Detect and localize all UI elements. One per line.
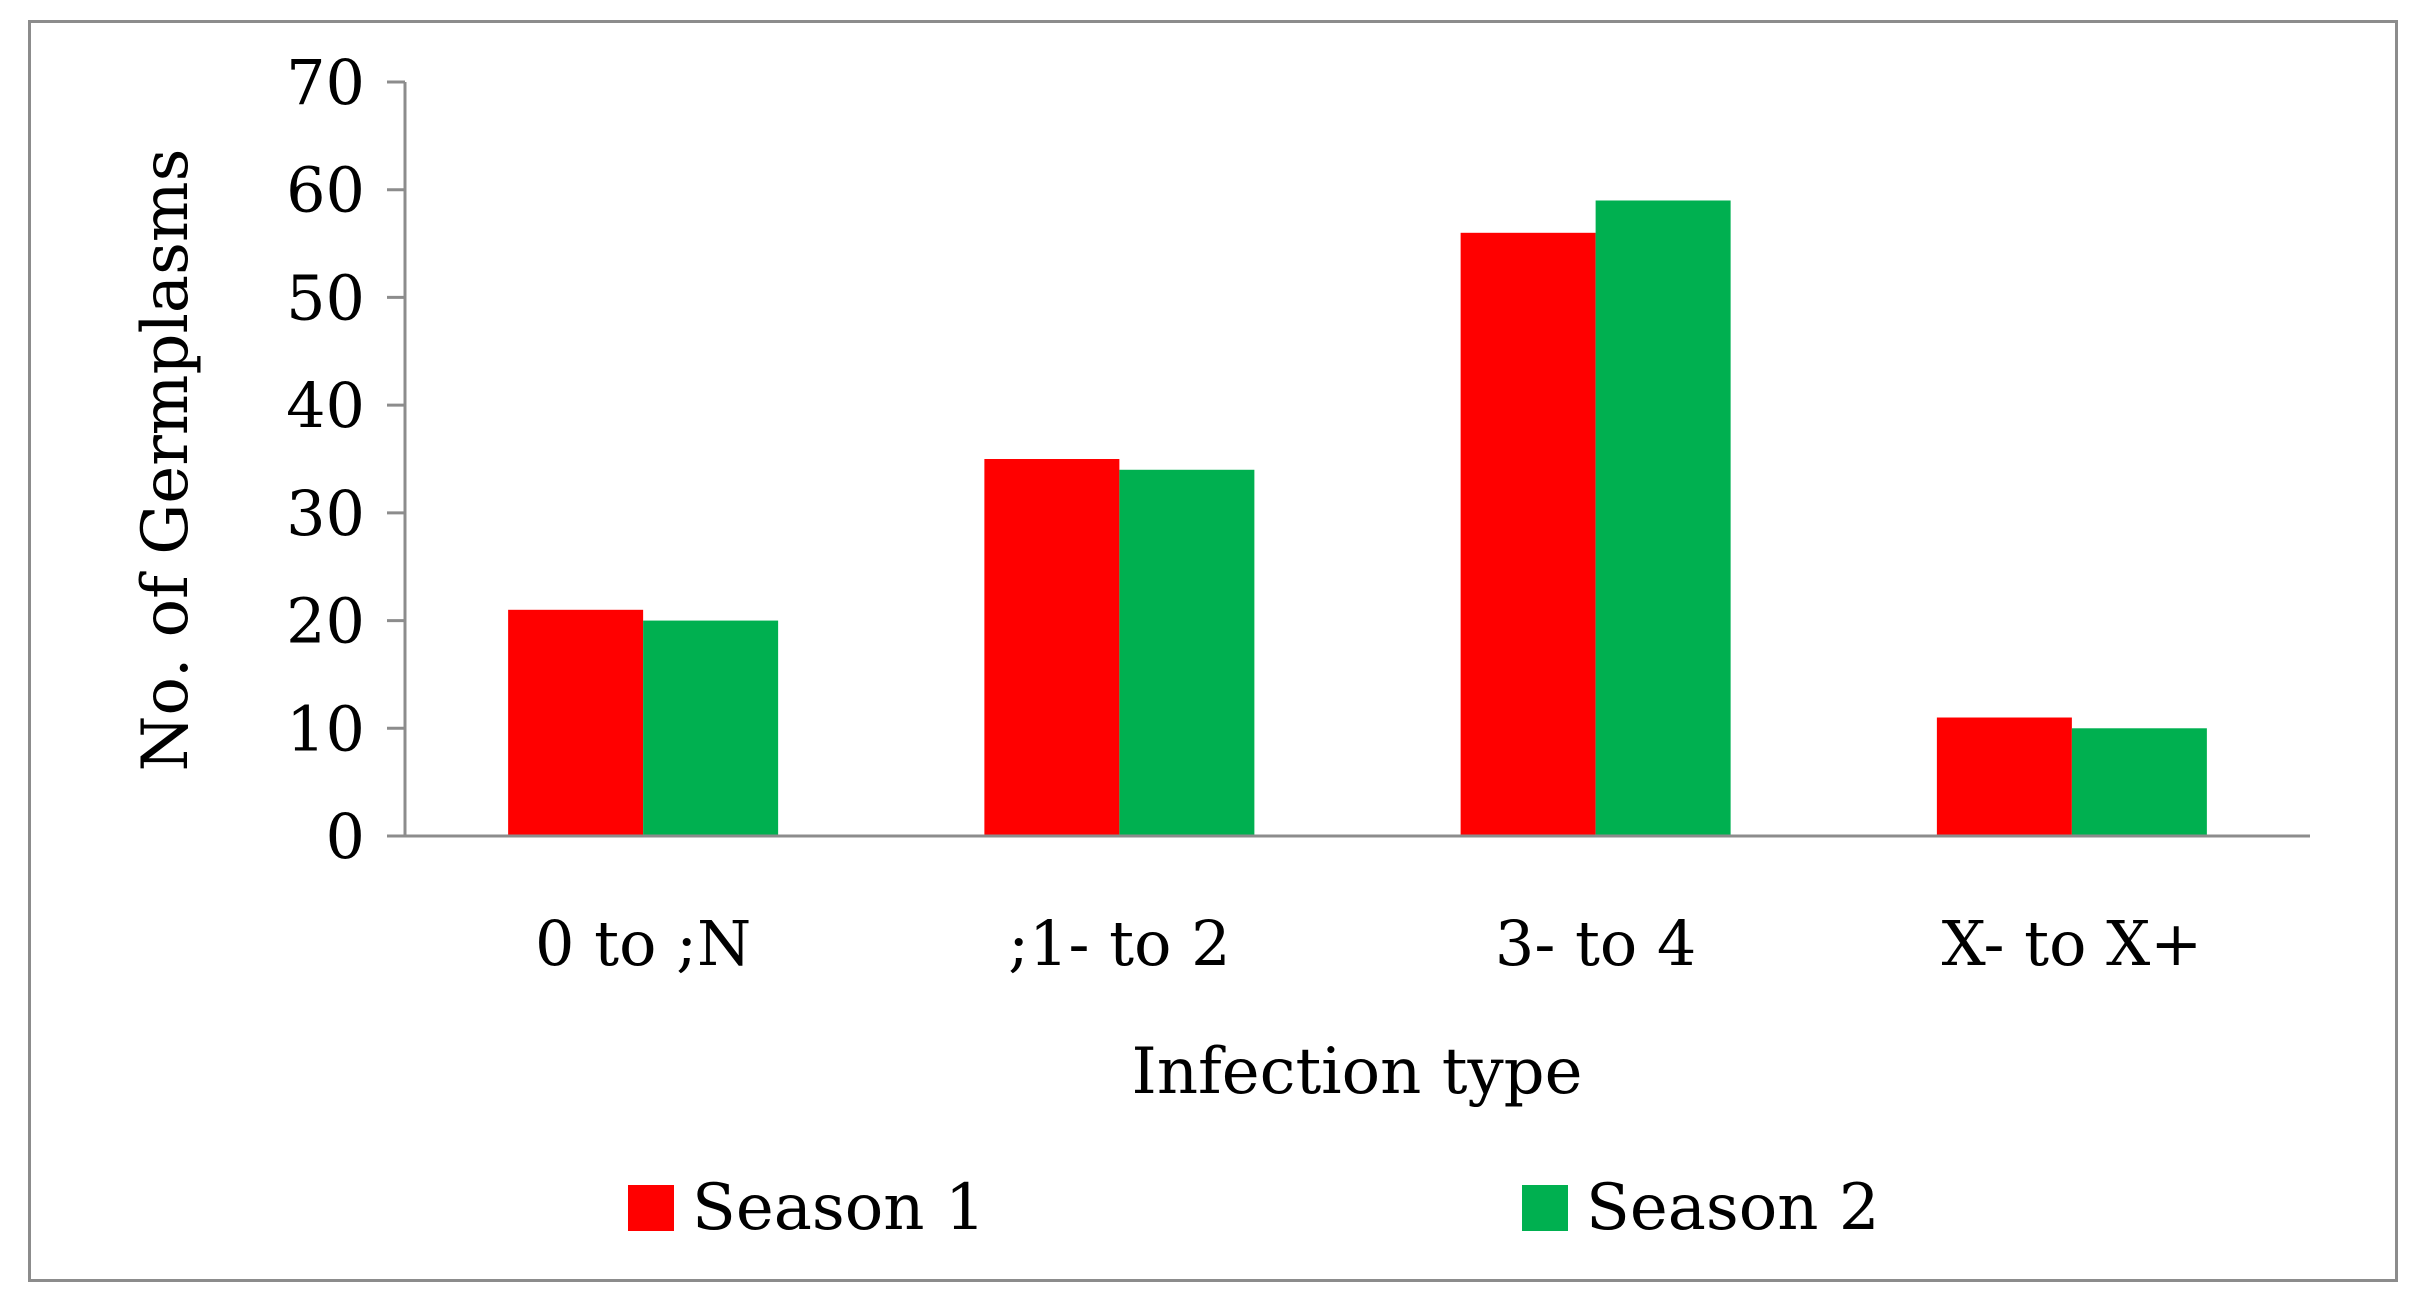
x-tick-label: X- to X+ <box>1942 907 2203 980</box>
bar-season-2-0 <box>643 620 779 836</box>
y-tick-label: 10 <box>286 692 365 765</box>
bar-season-1-3 <box>1936 717 2072 836</box>
y-axis-title: No. of Germplasms <box>129 149 203 772</box>
legend-label-season-1: Season 1 <box>692 1171 986 1245</box>
legend-label-season-2: Season 2 <box>1586 1171 1880 1245</box>
x-tick-labels: 0 to ;N ;1- to 2 3- to 4 X- to X+ <box>535 907 2202 980</box>
legend: Season 1 Season 2 <box>628 1171 1880 1245</box>
x-tick-label: ;1- to 2 <box>1008 907 1230 980</box>
bar-season-1-0 <box>508 609 644 836</box>
legend-swatch-season-1 <box>628 1185 674 1231</box>
x-tick-label: 0 to ;N <box>535 907 751 980</box>
bars <box>508 200 2207 837</box>
y-tick-labels: 0 10 20 30 40 50 60 70 <box>286 46 365 873</box>
bar-season-1-2 <box>1460 232 1596 837</box>
bar-season-2-2 <box>1595 200 1731 836</box>
bar-season-2-1 <box>1119 469 1255 836</box>
bar-season-1-1 <box>984 459 1120 836</box>
bar-season-2-3 <box>2071 728 2207 836</box>
y-tick-label: 50 <box>286 261 365 334</box>
y-tick-label: 60 <box>286 154 365 227</box>
y-tick-label: 30 <box>286 477 365 550</box>
y-tick-label: 70 <box>286 46 365 119</box>
x-axis-title: Infection type <box>1132 1035 1583 1109</box>
y-tick-label: 0 <box>326 800 365 873</box>
y-tick-label: 20 <box>286 585 365 658</box>
y-tick-label: 40 <box>286 369 365 442</box>
x-tick-label: 3- to 4 <box>1495 907 1697 980</box>
legend-swatch-season-2 <box>1522 1185 1568 1231</box>
y-axis-ticks <box>387 80 405 838</box>
